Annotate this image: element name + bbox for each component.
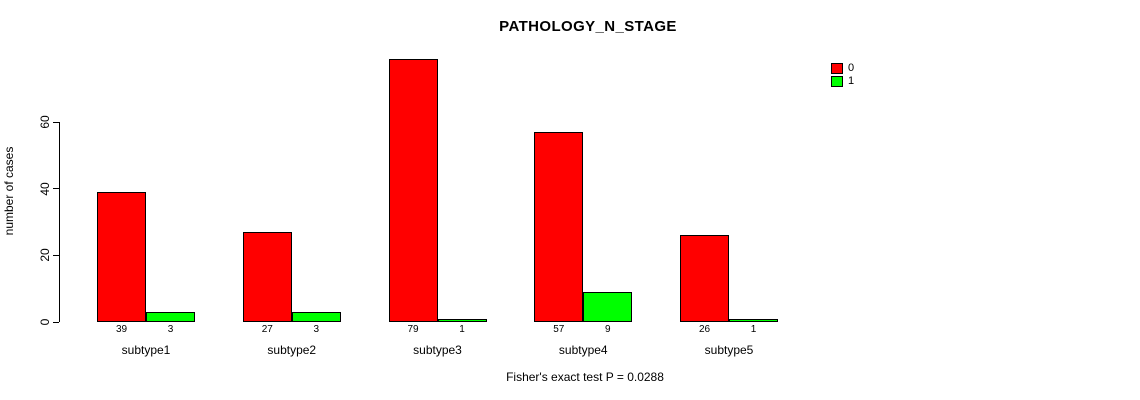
x-category-label: subtype1 — [121, 343, 171, 357]
y-axis-tick — [53, 254, 59, 256]
y-axis-tick — [53, 121, 59, 123]
bar-value-label: 26 — [698, 324, 711, 335]
bar-subtype2-series-0 — [242, 232, 292, 322]
legend-swatch-green — [831, 75, 843, 87]
bar-subtype5-series-0 — [680, 235, 729, 322]
bar-subtype2-series-1 — [291, 312, 341, 322]
y-tick-label: 0 — [38, 318, 52, 326]
y-axis-title: number of cases — [2, 146, 16, 236]
bar-subtype5-series-1 — [729, 318, 778, 322]
y-axis-tick — [53, 321, 59, 323]
fisher-test-annotation: Fisher's exact test P = 0.0288 — [506, 370, 664, 384]
bar-value-label: 3 — [167, 324, 174, 335]
bar-value-label: 1 — [750, 324, 757, 335]
bar-subtype1-series-0 — [97, 192, 146, 322]
y-tick-label: 60 — [38, 115, 52, 129]
legend-item-0: 0 — [831, 62, 854, 74]
chart-title: PATHOLOGY_N_STAGE — [499, 18, 677, 35]
bar-value-label: 1 — [459, 324, 465, 335]
legend-label-0: 0 — [848, 62, 855, 74]
x-category-label: subtype2 — [267, 343, 317, 357]
y-axis-tick — [53, 188, 59, 190]
bar-value-label: 27 — [261, 324, 273, 335]
bar-value-label: 79 — [407, 324, 419, 335]
bar-value-label: 3 — [313, 324, 320, 335]
legend: 0 1 — [831, 62, 854, 87]
legend-swatch-red — [831, 62, 843, 74]
x-category-label: subtype3 — [413, 343, 462, 357]
legend-item-1: 1 — [831, 75, 854, 87]
y-axis-line — [59, 122, 60, 322]
bar-value-label: 57 — [553, 324, 565, 335]
bar-subtype3-series-1 — [437, 318, 487, 322]
bar-value-label: 39 — [115, 324, 128, 335]
y-tick-label: 40 — [38, 182, 52, 196]
y-tick-label: 20 — [38, 248, 52, 263]
x-category-label: subtype4 — [558, 343, 608, 357]
bar-subtype1-series-1 — [146, 312, 195, 322]
bar-value-label: 9 — [604, 324, 611, 335]
bar-subtype4-series-0 — [534, 132, 584, 322]
bar-subtype4-series-1 — [583, 292, 633, 322]
bar-subtype3-series-0 — [388, 58, 438, 322]
x-category-label: subtype5 — [704, 343, 754, 357]
legend-label-1: 1 — [848, 75, 855, 87]
